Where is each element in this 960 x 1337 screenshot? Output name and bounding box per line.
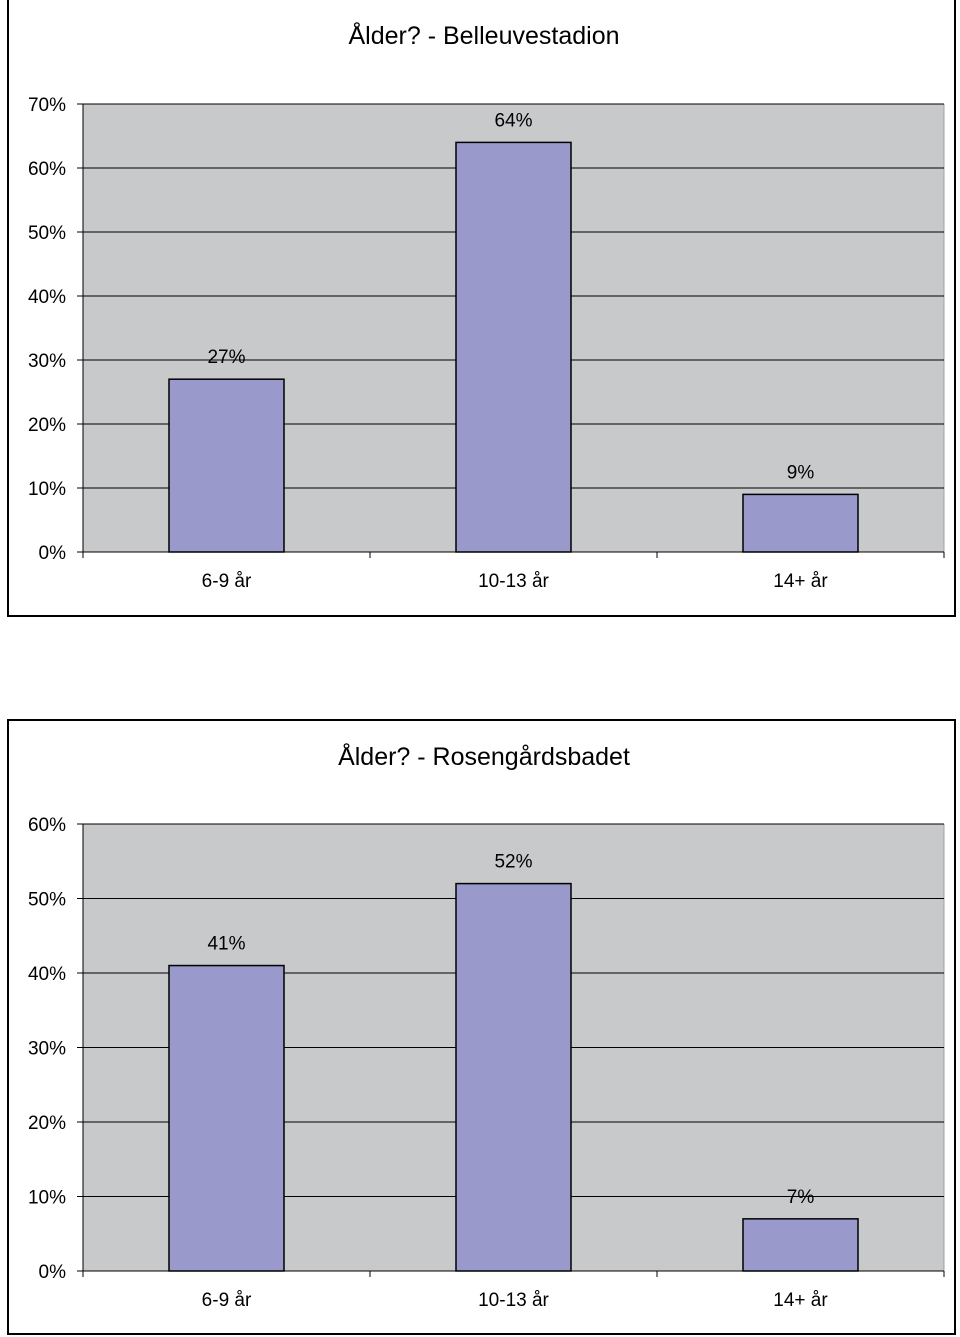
data-label: 64% — [494, 110, 532, 131]
x-tick-label: 6-9 år — [202, 1290, 252, 1311]
y-tick-label: 0% — [39, 543, 67, 564]
bar-1 — [168, 378, 285, 553]
y-tick-label: 20% — [28, 1113, 66, 1134]
x-tick-label: 14+ år — [773, 1290, 828, 1311]
y-tick-label: 20% — [28, 415, 66, 436]
chart-title: Ålder? - Belleuvestadion — [349, 20, 620, 50]
y-tick-label: 0% — [39, 1262, 67, 1283]
data-label: 41% — [207, 934, 245, 955]
x-tick-label: 14+ år — [773, 571, 828, 592]
bar-1 — [168, 964, 285, 1272]
chart-svg: Ålder? - Belleuvestadion 0% 10% 20% 30% 40% 50… — [28, 20, 945, 592]
chart-svg: Ålder? - Rosengårdsbadet 0% 10% 20% 30% 40% 50… — [28, 741, 945, 1311]
x-tick-label: 10-13 år — [478, 571, 549, 592]
y-tick-label: 10% — [28, 1188, 66, 1209]
chart-rosengardsbadet: Ålder? - Rosengårdsbadet 0% 10% 20% 30% 40% 50… — [7, 719, 956, 1335]
chart-belleuvestadion: Ålder? - Belleuvestadion 0% 10% 20% 30% 40% 50… — [7, 0, 956, 617]
bar-3 — [742, 1218, 859, 1272]
bar-2 — [455, 882, 572, 1272]
y-tick-label: 30% — [28, 351, 66, 372]
y-tick-label: 50% — [28, 223, 66, 244]
bar-3 — [742, 493, 859, 553]
y-tick-label: 30% — [28, 1039, 66, 1060]
data-label: 9% — [787, 462, 815, 483]
data-label: 52% — [494, 852, 532, 873]
data-label: 7% — [787, 1187, 815, 1208]
y-tick-label: 50% — [28, 890, 66, 911]
y-tick-label: 10% — [28, 479, 66, 500]
y-tick-label: 70% — [28, 95, 66, 116]
y-tick-label: 60% — [28, 815, 66, 836]
x-tick-label: 10-13 år — [478, 1290, 549, 1311]
bar-2 — [455, 141, 572, 553]
y-tick-label: 40% — [28, 964, 66, 985]
chart-title: Ålder? - Rosengårdsbadet — [338, 741, 630, 771]
data-label: 27% — [207, 347, 245, 368]
x-tick-label: 6-9 år — [202, 571, 252, 592]
y-tick-label: 60% — [28, 159, 66, 180]
y-tick-label: 40% — [28, 287, 66, 308]
